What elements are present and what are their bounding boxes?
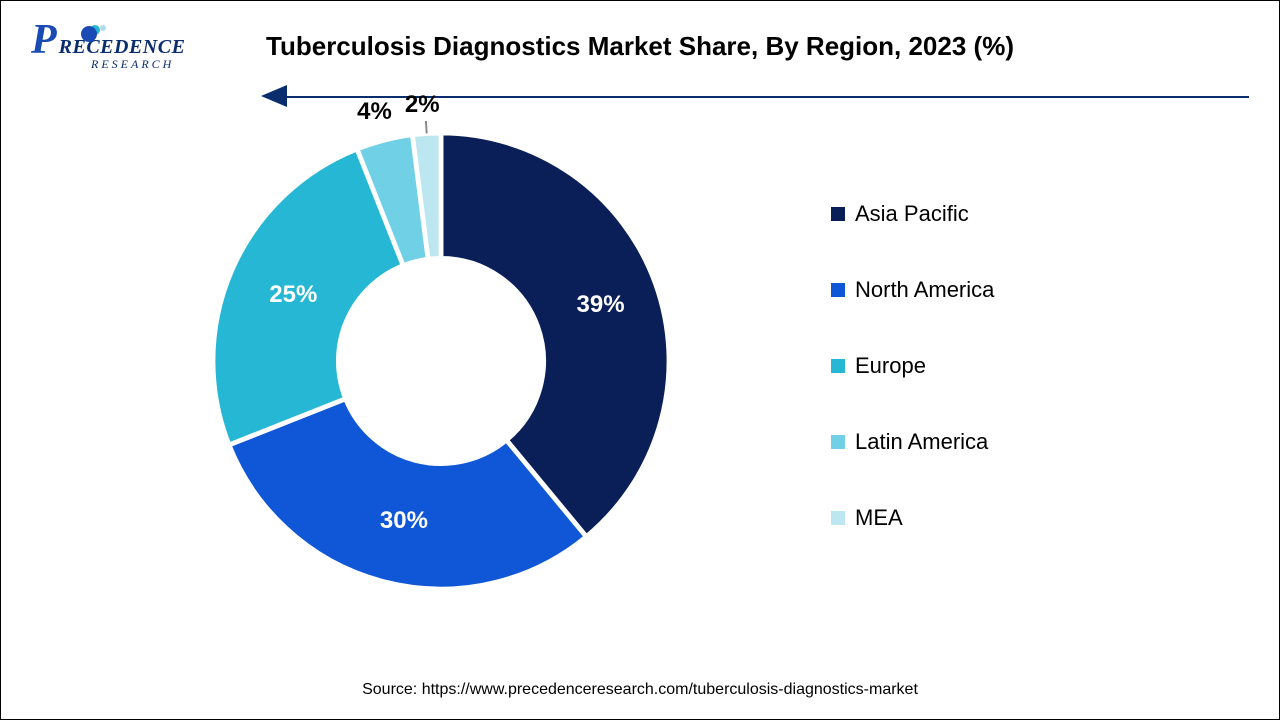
legend-marker-icon xyxy=(831,207,845,221)
logo-dots-icon xyxy=(81,26,97,42)
legend-marker-icon xyxy=(831,359,845,373)
arrow-left-icon xyxy=(261,85,287,107)
slice-value-label: 39% xyxy=(577,291,625,319)
legend-marker-icon xyxy=(831,283,845,297)
legend-label: North America xyxy=(855,277,994,303)
slice-value-label: 2% xyxy=(405,91,440,119)
donut-svg xyxy=(201,121,681,601)
slice-value-label: 25% xyxy=(269,281,317,309)
legend-label: MEA xyxy=(855,505,903,531)
slice-value-label: 30% xyxy=(380,507,428,535)
legend-item: MEA xyxy=(831,505,994,531)
source-text: Source: https://www.precedenceresearch.c… xyxy=(362,681,918,699)
legend-marker-icon xyxy=(831,511,845,525)
slice-value-label: 4% xyxy=(357,98,392,126)
legend-item: Latin America xyxy=(831,429,994,455)
legend-item: North America xyxy=(831,277,994,303)
chart-legend: Asia Pacific North America Europe Latin Ame… xyxy=(831,201,994,531)
leader-line xyxy=(425,121,426,133)
logo-main-text: RECEDENCE xyxy=(59,36,186,59)
legend-label: Latin America xyxy=(855,429,988,455)
chart-title: Tuberculosis Diagnostics Market Share, B… xyxy=(266,31,1014,62)
legend-label: Europe xyxy=(855,353,926,379)
logo-letter: P xyxy=(31,16,57,64)
legend-marker-icon xyxy=(831,435,845,449)
legend-item: Europe xyxy=(831,353,994,379)
donut-chart: 39%30%25%4%2% xyxy=(201,121,681,601)
logo-sub-text: RESEARCH xyxy=(91,57,174,72)
legend-label: Asia Pacific xyxy=(855,201,969,227)
legend-item: Asia Pacific xyxy=(831,201,994,227)
